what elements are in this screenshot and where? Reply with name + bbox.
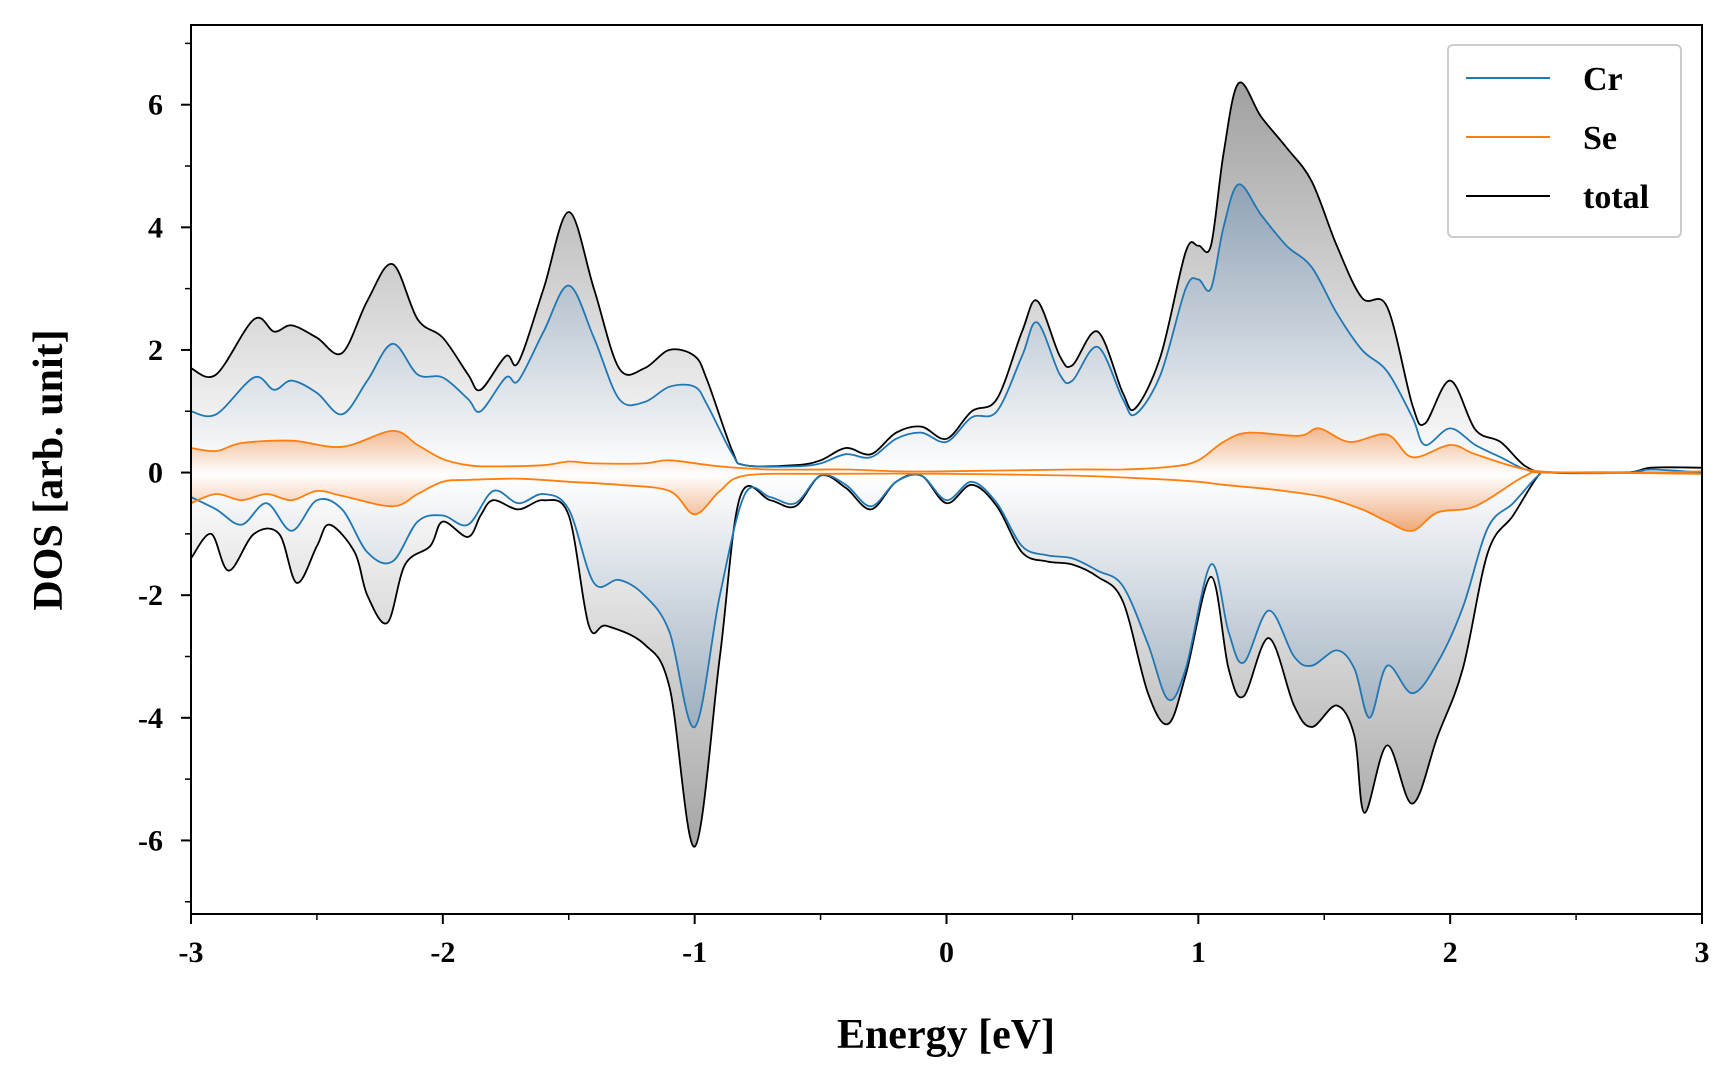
se-spin-up-line [191,427,1702,474]
y-tick-label: 6 [148,89,163,122]
y-tick-label: -2 [138,579,163,612]
x-axis-title: Energy [eV] [837,1012,1055,1058]
y-tick-label: 0 [148,457,163,490]
x-axis-ticks: -3 -2 -1 0 1 2 3 [179,914,1710,969]
legend-label-se: Se [1583,120,1617,157]
x-tick-label: -1 [682,936,707,969]
x-tick-label: 0 [939,936,954,969]
legend-box [1447,44,1682,238]
cr-spin-down-fill [191,472,1702,728]
total-spin-up-line [191,81,1702,475]
y-tick-label: 4 [148,211,163,244]
x-tick-label: 2 [1443,936,1458,969]
y-tick-label: -6 [138,824,163,857]
se-spin-down-line [191,471,1702,532]
legend-label-cr: Cr [1583,61,1623,98]
legend-label-total: total [1583,179,1649,216]
x-tick-label: 3 [1695,936,1710,969]
x-tick-label: -2 [430,936,455,969]
y-tick-label: -4 [138,702,163,735]
cr-spin-up-line [191,183,1702,474]
y-axis-ticks: -6 -4 -2 0 2 4 6 [138,42,191,903]
cr-spin-up-fill [191,184,1702,473]
legend: Cr Se total [1447,44,1682,238]
line-layer [191,81,1702,848]
y-tick-label: 2 [148,334,163,367]
x-tick-label: -3 [179,936,204,969]
se-spin-down-fill [191,472,1702,532]
x-tick-label: 1 [1191,936,1206,969]
cr-spin-down-line [191,471,1702,728]
y-axis-title: DOS [arb. unit] [26,329,72,610]
